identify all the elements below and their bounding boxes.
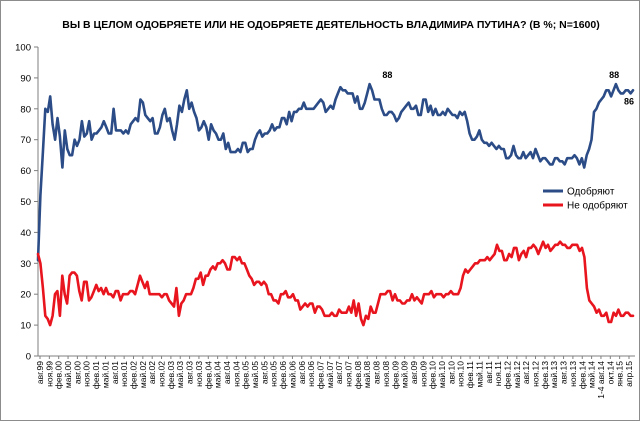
legend-label-0: Одобряют (567, 186, 615, 198)
x-tick-label: фев.08 (353, 361, 363, 389)
x-tick-label: апр.15 (624, 361, 634, 387)
chart-title: ВЫ В ЦЕЛОМ ОДОБРЯЕТЕ ИЛИ НЕ ОДОБРЯЕТЕ ДЕ… (62, 19, 599, 31)
x-tick-label: май.06 (287, 361, 297, 388)
x-tick-label: фев.04 (203, 361, 213, 389)
x-tick-label: ноя.11 (493, 361, 503, 386)
x-tick-label: май.04 (213, 361, 223, 388)
x-tick-label: фев.11 (465, 361, 475, 389)
x-tick-label: авг.99 (35, 361, 45, 384)
x-tick-label: ноя.05 (269, 361, 279, 387)
x-tick-label: ноя.02 (157, 361, 167, 387)
y-axis-ticks: 0 10 20 30 40 50 60 70 80 90 100 (15, 43, 38, 363)
x-tick-label: ноя.01 (119, 361, 129, 387)
y-tick-label: 90 (20, 73, 31, 84)
x-tick-label: ноя.10 (456, 361, 466, 387)
x-tick-label: ноя.12 (531, 361, 541, 387)
x-tick-label: май.08 (362, 361, 372, 388)
y-tick-label: 30 (20, 259, 31, 270)
series-lines (36, 82, 635, 327)
x-tick-label: авг.03 (185, 361, 195, 384)
x-tick-label: фев.12 (502, 361, 512, 389)
x-tick-label: ноя.04 (231, 361, 241, 387)
x-tick-label: ноя.07 (344, 361, 354, 387)
data-annotation: 88 (609, 70, 619, 80)
y-tick-label: 0 (26, 352, 31, 363)
series-line-1 (36, 240, 635, 327)
x-tick-label: май.10 (437, 361, 447, 388)
x-tick-label: май.00 (63, 361, 73, 388)
x-tick-label: авг.04 (222, 361, 232, 384)
x-tick-label: ноя.06 (306, 361, 316, 387)
data-annotation: 88 (382, 70, 392, 80)
x-tick-label: авг.12 (521, 361, 531, 384)
x-tick-label: авг.08 (372, 361, 382, 384)
x-tick-label: фев.09 (390, 361, 400, 389)
y-tick-label: 10 (20, 321, 31, 332)
x-tick-label: авг.07 (334, 361, 344, 384)
y-tick-label: 80 (20, 104, 31, 115)
y-tick-label: 100 (15, 43, 31, 54)
x-tick-label: май.14 (587, 361, 597, 388)
x-tick-label: фев.13 (540, 361, 550, 389)
data-annotation: 86 (624, 96, 634, 106)
x-tick-label: май.09 (400, 361, 410, 388)
x-tick-label: авг.06 (297, 361, 307, 384)
series-line-0 (36, 82, 635, 262)
x-axis-ticks: авг.99 ноя.99 фев.00 май.00 авг.00 ноя.00 фев.… (35, 356, 634, 399)
x-tick-label: авг.01 (110, 361, 120, 384)
y-tick-label: 70 (20, 135, 31, 146)
x-tick-label: май.12 (512, 361, 522, 388)
x-tick-label: май.11 (474, 361, 484, 388)
x-tick-label: фев.06 (278, 361, 288, 389)
x-tick-label: янв.15 (615, 361, 625, 387)
x-tick-label: авг.13 (559, 361, 569, 384)
x-tick-label: фев.01 (91, 361, 101, 389)
x-tick-label: май.03 (175, 361, 185, 388)
x-tick-label: авг.00 (72, 361, 82, 384)
legend: Одобряют Не одобряют (543, 186, 628, 212)
x-tick-label: ноя.99 (44, 361, 54, 387)
x-tick-label: авг.09 (409, 361, 419, 384)
legend-label-1: Не одобряют (567, 200, 628, 212)
x-tick-label: фев.03 (166, 361, 176, 389)
x-tick-label: май.13 (549, 361, 559, 388)
x-tick-label: фев.07 (315, 361, 325, 389)
y-tick-label: 50 (20, 197, 31, 208)
x-tick-label: май.07 (325, 361, 335, 388)
x-tick-label: май.01 (100, 361, 110, 388)
x-tick-label: ноя.13 (568, 361, 578, 387)
y-tick-label: 20 (20, 290, 31, 301)
x-tick-label: авг.11 (484, 361, 494, 384)
x-tick-label: фев.02 (128, 361, 138, 389)
annotations: 88 88 86 (382, 70, 634, 106)
x-tick-label: авг.10 (446, 361, 456, 384)
x-tick-label: фев.00 (54, 361, 64, 389)
y-tick-label: 40 (20, 228, 31, 239)
x-tick-label: ноя.00 (82, 361, 92, 387)
x-tick-label: фев.14 (577, 361, 587, 389)
x-tick-label: май.02 (138, 361, 148, 388)
x-tick-label: ноя.09 (418, 361, 428, 387)
x-tick-label: фев.10 (428, 361, 438, 389)
x-tick-label: авг.05 (259, 361, 269, 384)
x-tick-label: ноя.03 (194, 361, 204, 387)
x-tick-label: авг.02 (147, 361, 157, 384)
x-tick-label: 1-4 авг.14 (596, 361, 606, 399)
x-tick-label: ноя.08 (381, 361, 391, 387)
x-tick-label: май.05 (250, 361, 260, 388)
x-tick-label: окт.14 (605, 361, 615, 385)
x-tick-label: фев.05 (241, 361, 251, 389)
y-tick-label: 60 (20, 166, 31, 177)
